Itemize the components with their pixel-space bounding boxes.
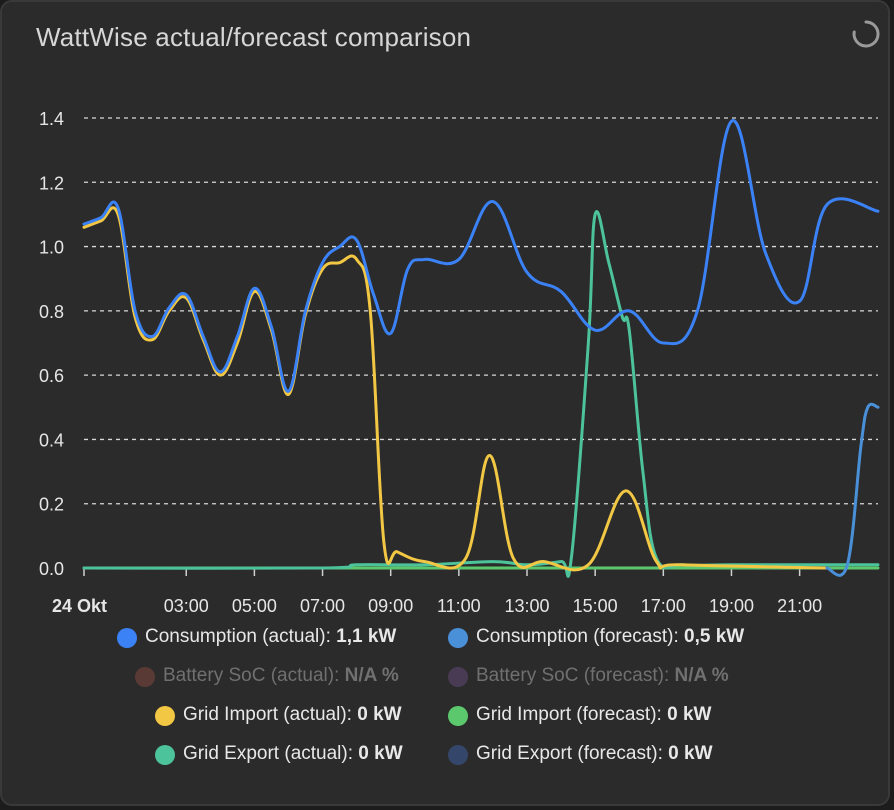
legend-row: Battery SoC (actual): N/A % Battery SoC (…: [0, 661, 894, 691]
y-tick-label: 0.8: [39, 302, 64, 322]
legend-swatch: [155, 745, 175, 765]
series-line-consumption-forecast: [827, 404, 878, 575]
x-tick-label: 15:00: [573, 596, 618, 616]
x-tick-label: 03:00: [164, 596, 209, 616]
legend-swatch: [448, 667, 468, 687]
legend-swatch: [448, 628, 468, 648]
y-tick-label: 0.0: [39, 559, 64, 579]
y-tick-label: 0.6: [39, 366, 64, 386]
legend-value: 0 kW: [357, 704, 401, 725]
legend-label: Grid Import (forecast):: [476, 704, 667, 725]
x-tick-label: 24 Okt: [52, 596, 107, 616]
legend-swatch: [135, 667, 155, 687]
y-tick-label: 0.4: [39, 430, 64, 450]
y-tick-label: 1.0: [39, 238, 64, 258]
legend-swatch: [117, 628, 137, 648]
legend-swatch: [448, 706, 468, 726]
x-tick-label: 13:00: [504, 596, 549, 616]
series-line-consumption-actual: [84, 121, 878, 392]
y-tick-label: 1.2: [39, 173, 64, 193]
x-tick-label: 05:00: [232, 596, 277, 616]
legend-value: 1,1 kW: [336, 626, 396, 647]
line-chart: 0.0 0.2 0.4 0.6 0.8 1.0 1.2 1.4 24 Okt 03:00 05:00…: [0, 0, 894, 622]
legend-swatch: [448, 745, 468, 765]
x-tick-label: 11:00: [437, 596, 481, 616]
legend-label: Grid Export (forecast):: [476, 743, 668, 764]
x-tick-label: 17:00: [641, 596, 686, 616]
y-tick-label: 1.4: [39, 109, 64, 129]
legend-value: 0,5 kW: [684, 626, 744, 647]
legend-label: Grid Import (actual):: [183, 704, 357, 725]
y-tick-label: 0.2: [39, 495, 64, 515]
legend-label: Battery SoC (actual):: [163, 665, 345, 686]
legend-value: 0 kW: [668, 743, 712, 764]
legend-value: 0 kW: [667, 704, 711, 725]
x-tick-label: 07:00: [300, 596, 345, 616]
legend-row: Consumption (actual): 1,1 kW Consumption …: [0, 622, 894, 652]
legend-label: Consumption (actual):: [145, 626, 336, 647]
legend-label: Consumption (forecast):: [476, 626, 684, 647]
legend-row: Grid Import (actual): 0 kW Grid Import (f…: [0, 700, 894, 730]
legend-label: Battery SoC (forecast):: [476, 665, 675, 686]
x-tick-label: 21:00: [777, 596, 822, 616]
series-line-grid-export-actual: [84, 212, 878, 577]
legend-row: Grid Export (actual): 0 kW Grid Export (f…: [0, 739, 894, 769]
legend-value: N/A %: [675, 665, 729, 686]
legend-label: Grid Export (actual):: [183, 743, 358, 764]
x-tick-label: 09:00: [368, 596, 413, 616]
legend-swatch: [155, 706, 175, 726]
legend-value: N/A %: [345, 665, 399, 686]
x-tick-label: 19:00: [709, 596, 754, 616]
legend-value: 0 kW: [358, 743, 402, 764]
